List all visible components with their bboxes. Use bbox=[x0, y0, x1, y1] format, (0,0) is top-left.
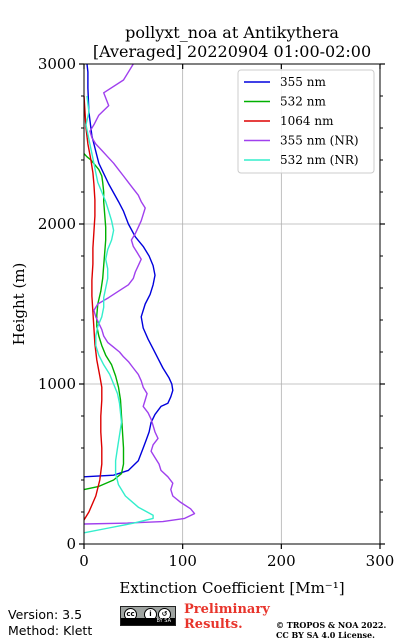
cc-license-badge: cc i ↺ BY SA bbox=[120, 606, 176, 626]
x-tick-label: 0 bbox=[79, 552, 89, 570]
chart-subtitle: [Averaged] 20220904 01:00-02:00 bbox=[92, 42, 372, 61]
chart-title: pollyxt_noa at Antikythera bbox=[125, 23, 339, 42]
copyright-line-2: CC BY SA 4.0 License. bbox=[276, 630, 375, 640]
series-line-1 bbox=[83, 153, 125, 491]
y-tick-label: 3000 bbox=[38, 55, 76, 73]
series-line-4 bbox=[83, 95, 154, 534]
x-tick-label: 200 bbox=[267, 552, 296, 570]
version-text: Version: 3.5 bbox=[8, 607, 83, 622]
legend-label: 1064 nm bbox=[280, 114, 334, 128]
legend: 355 nm 532 nm 1064 nm 355 nm (NR) 532 nm (NR… bbox=[237, 69, 375, 174]
y-axis-label: Height (m) bbox=[10, 263, 28, 346]
series-line-3 bbox=[83, 63, 196, 525]
legend-label: 532 nm bbox=[280, 95, 326, 109]
copyright-note: © TROPOS & NOA 2022. CC BY SA 4.0 Licens… bbox=[276, 620, 386, 640]
legend-box bbox=[237, 69, 375, 174]
x-axis-label: Extinction Coefficient [Mm⁻¹] bbox=[119, 579, 344, 597]
copyright-line-1: © TROPOS & NOA 2022. bbox=[276, 620, 387, 630]
series-line-0 bbox=[83, 63, 174, 478]
series-line-2 bbox=[83, 95, 103, 521]
preliminary-line-1: Preliminary bbox=[184, 602, 270, 617]
x-tick-label: 300 bbox=[366, 552, 395, 570]
method-text: Method: Klett bbox=[8, 623, 93, 638]
preliminary-line-2: Results. bbox=[184, 617, 243, 632]
legend-label: 532 nm (NR) bbox=[280, 153, 359, 167]
y-tick-label: 1000 bbox=[38, 375, 76, 393]
legend-label: 355 nm bbox=[280, 75, 326, 89]
y-tick-label: 2000 bbox=[38, 215, 76, 233]
legend-label: 355 nm (NR) bbox=[280, 134, 359, 148]
x-tick-label: 100 bbox=[168, 552, 197, 570]
cc-badge-text: BY SA bbox=[121, 618, 175, 625]
y-tick-label: 0 bbox=[66, 535, 76, 553]
axes bbox=[83, 63, 381, 545]
series-lines bbox=[83, 63, 196, 534]
by-icon: i bbox=[144, 608, 157, 621]
preliminary-results-note: Preliminary Results. bbox=[184, 602, 270, 632]
